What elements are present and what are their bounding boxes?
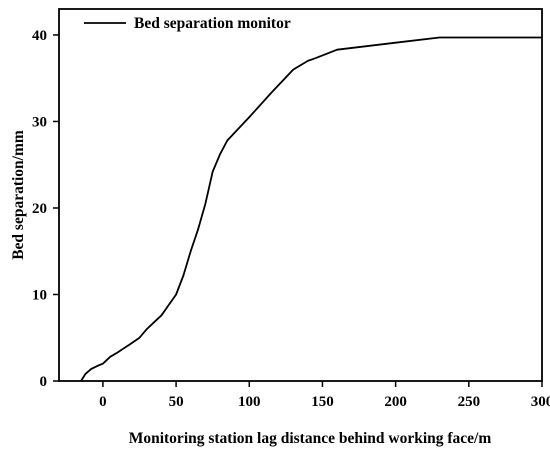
plot-frame (58, 8, 543, 382)
y-tick-label: 0 (40, 374, 48, 390)
y-tick-label: 40 (32, 28, 47, 44)
x-tick-label: 300 (531, 394, 550, 410)
x-tick-label: 100 (238, 394, 261, 410)
series-line (80, 36, 542, 382)
y-tick-label: 30 (32, 114, 47, 130)
y-tick-label: 10 (32, 287, 47, 303)
x-tick-label: 0 (99, 394, 107, 410)
x-tick-label: 150 (311, 394, 334, 410)
y-tick-label: 20 (32, 201, 47, 217)
x-axis-title: Monitoring station lag distance behind w… (129, 430, 492, 447)
series-layer (80, 36, 542, 382)
x-tick-label: 50 (169, 394, 184, 410)
x-tick-label: 250 (458, 394, 481, 410)
x-tick-label: 200 (384, 394, 407, 410)
legend-label: Bed separation monitor (134, 15, 291, 32)
y-axis-title: Bed separation/mm (10, 130, 27, 260)
x-axis-ticks: 0 50 100 150 200 250 300 (99, 381, 550, 410)
y-axis-ticks: 0 10 20 30 40 (32, 28, 59, 390)
legend: Bed separation monitor (84, 15, 291, 32)
